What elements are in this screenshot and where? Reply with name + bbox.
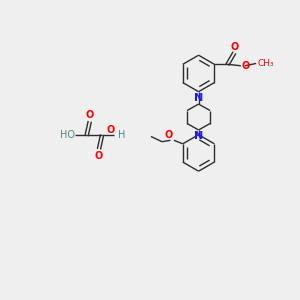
- Text: O: O: [242, 61, 250, 71]
- Text: N: N: [194, 93, 203, 103]
- Text: H: H: [118, 130, 126, 140]
- Text: O: O: [231, 42, 239, 52]
- Text: O: O: [164, 130, 173, 140]
- Text: O: O: [85, 110, 94, 120]
- Text: HO: HO: [60, 130, 75, 140]
- Text: O: O: [95, 151, 103, 160]
- Text: CH₃: CH₃: [257, 59, 274, 68]
- Text: N: N: [194, 131, 203, 141]
- Text: O: O: [107, 125, 115, 135]
